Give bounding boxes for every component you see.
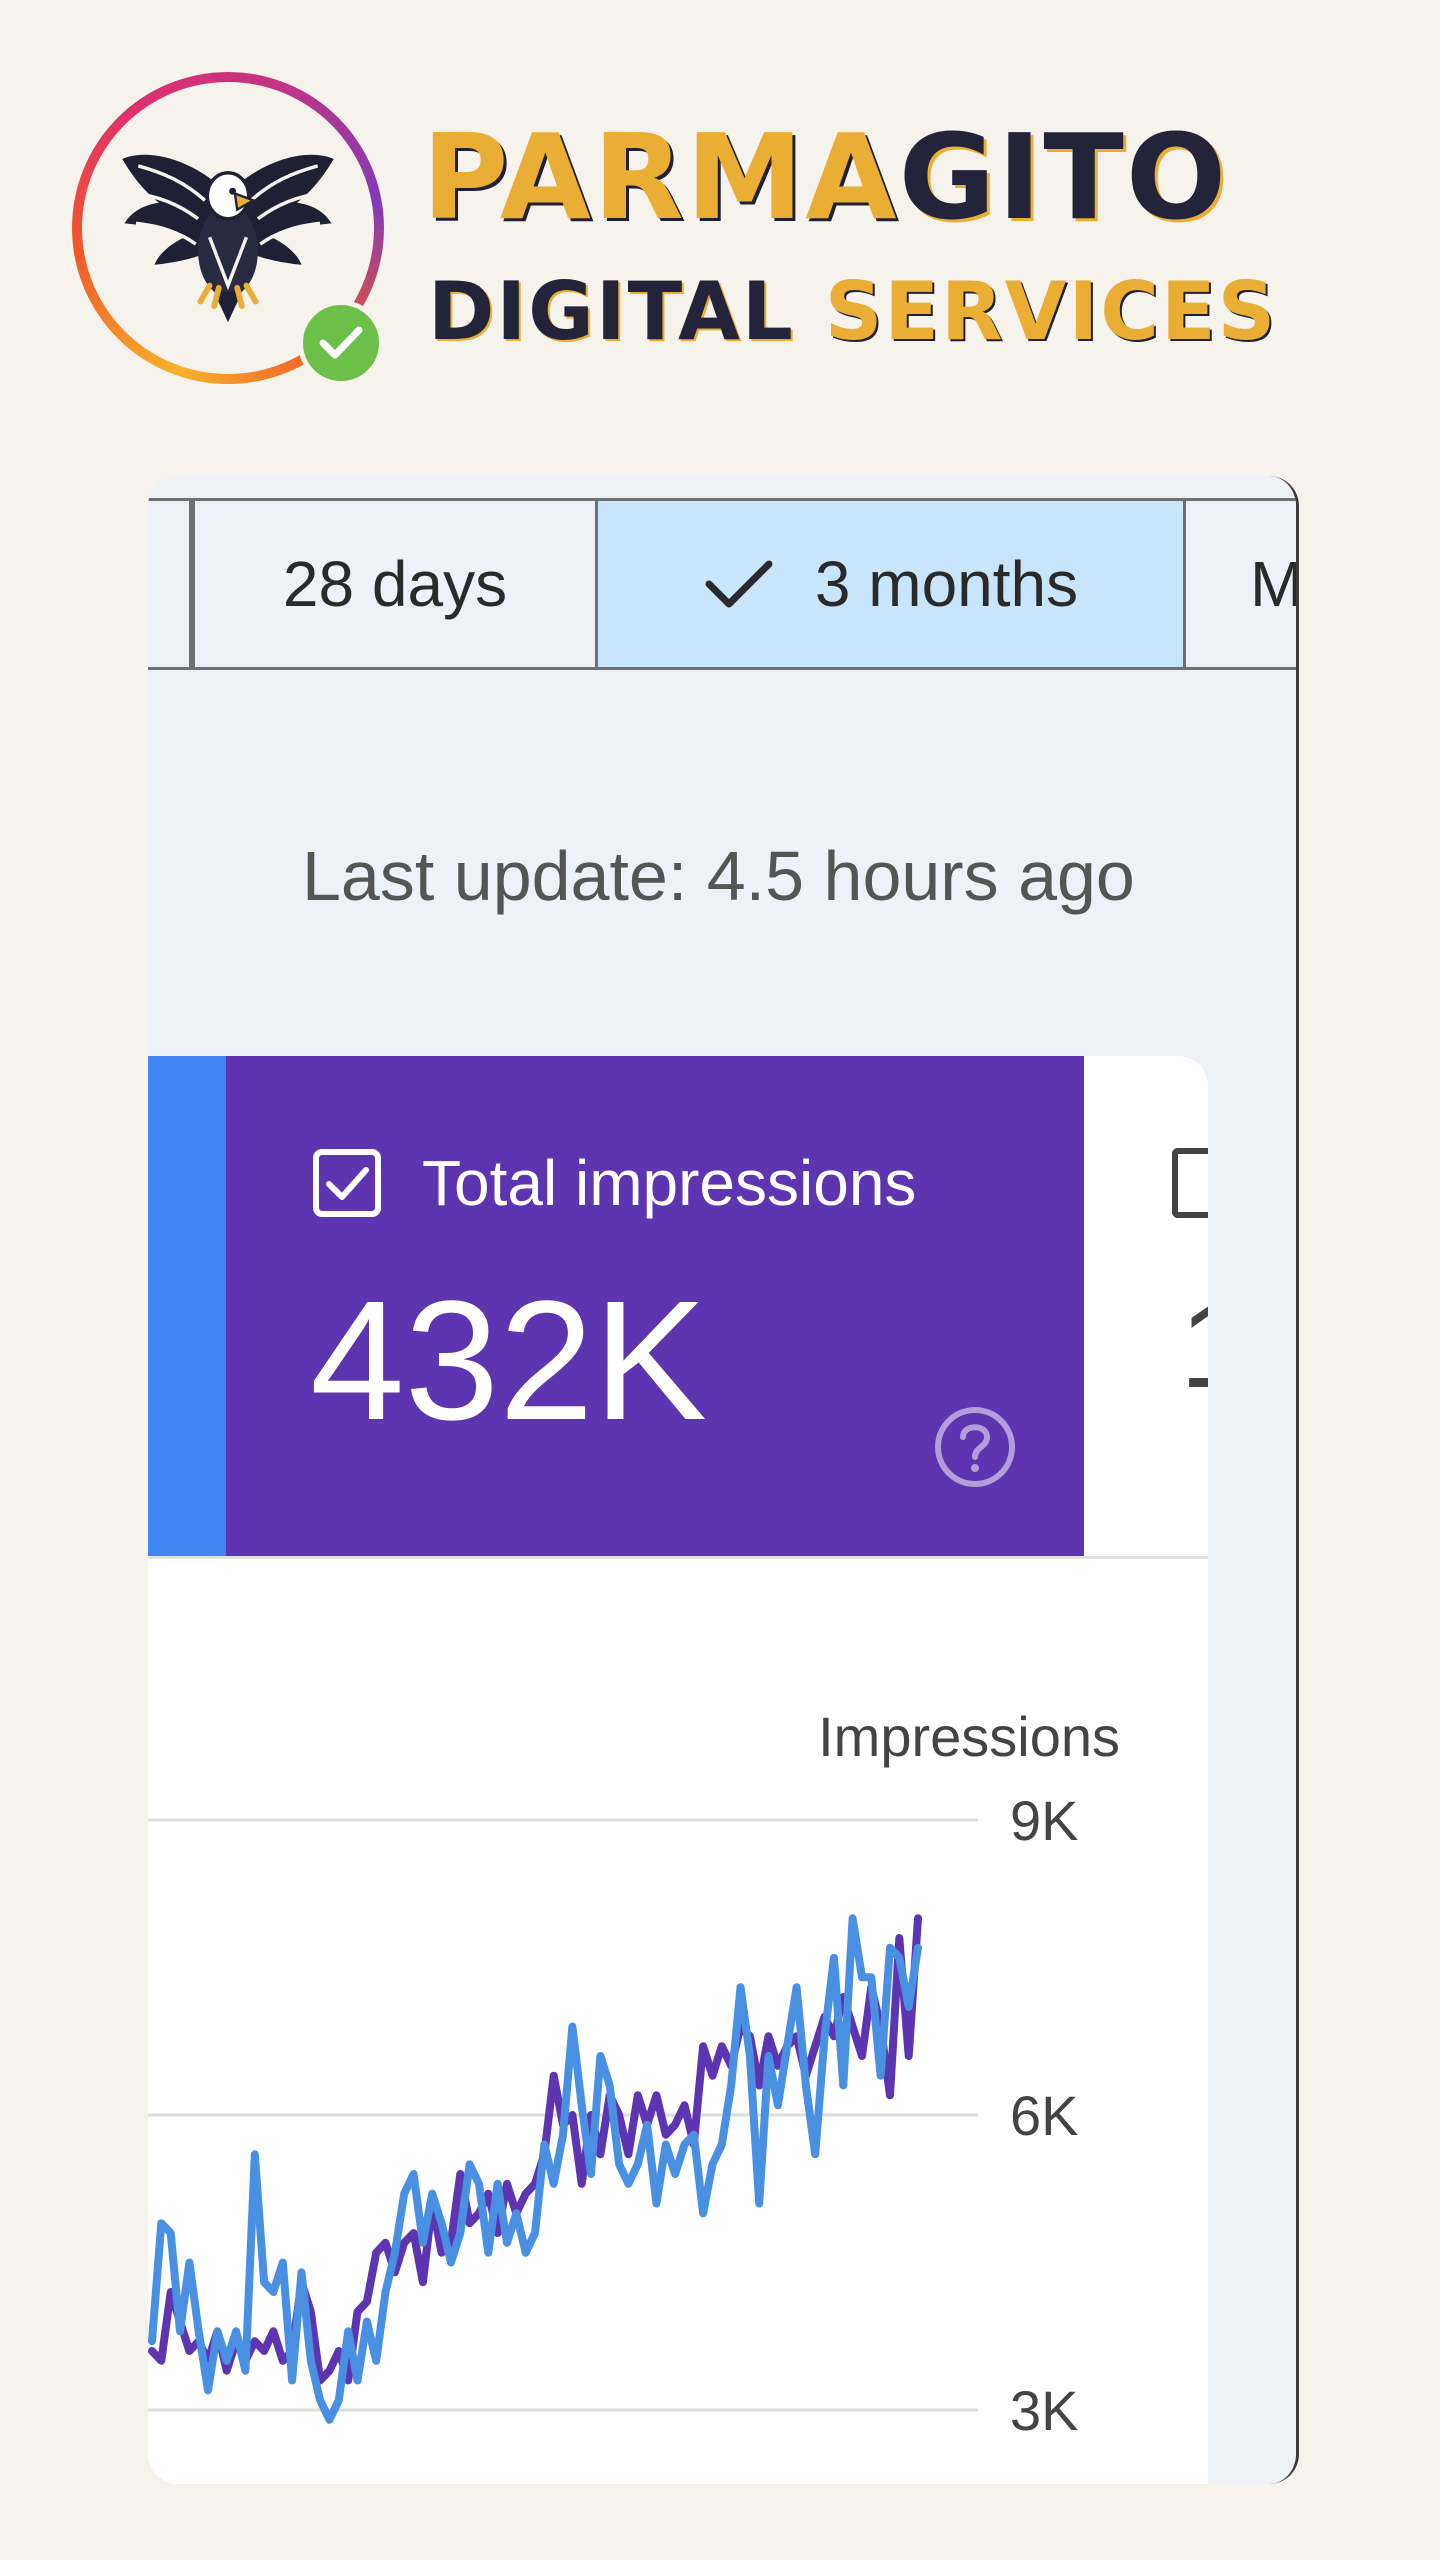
checkbox-checked-icon[interactable] [312,1148,382,1218]
y-tick-label: 3K [1010,2379,1079,2442]
tab-3-months[interactable]: 3 months [598,501,1186,667]
brand-header: PARMAGITO DIGITAL SERVICES [0,0,1440,420]
impressions-chart: Impressions 9K 6K 3K [148,1705,1120,2442]
last-update-text: Last update: 4.5 hours ago [302,837,1135,915]
date-range-tabs: 28 days 3 months M [148,498,1296,670]
total-impressions-card[interactable]: Total impressions 432K [226,1056,1084,1556]
tab-partial-right-label: M [1250,548,1299,620]
y-tick-label: 9K [1010,1789,1079,1852]
brand-name: PARMAGITO [422,112,1228,242]
search-console-screenshot: 28 days 3 months M Last update: 4.5 hour… [148,476,1299,2484]
check-icon [705,560,773,608]
tab-28-days-label: 28 days [282,548,508,620]
tab-3-months-label: 3 months [814,548,1079,620]
tab-partial-right[interactable]: M [1186,501,1296,667]
brand-tagline: DIGITAL SERVICES [428,262,1277,362]
help-icon[interactable] [932,1404,1018,1490]
clicks-metric-card-edge[interactable] [148,1056,226,1556]
brand-tagline-part1: DIGITAL [428,265,795,358]
metric-value: 432K [310,1266,708,1456]
y-tick-label: 6K [1010,2084,1079,2147]
next-metric-value: 1 [1180,1286,1208,1406]
metric-panel: Total impressions 432K 1 Impressions 9K 6K… [148,1056,1208,2484]
metric-label: Total impressions [422,1147,917,1219]
next-metric-checkbox[interactable] [1172,1148,1208,1218]
tab-partial-left[interactable] [148,501,192,667]
brand-logo [72,72,384,384]
series-line-previous [148,1914,922,2385]
verified-badge-icon [298,300,384,386]
y-axis-label: Impressions [818,1705,1120,1768]
brand-tagline-part2: SERVICES [824,265,1278,358]
divider [148,1556,1208,1559]
tab-28-days[interactable]: 28 days [192,501,598,667]
brand-name-part1: PARMA [422,108,899,246]
brand-name-part2: GITO [898,108,1229,246]
series-line-current [148,1914,922,2424]
